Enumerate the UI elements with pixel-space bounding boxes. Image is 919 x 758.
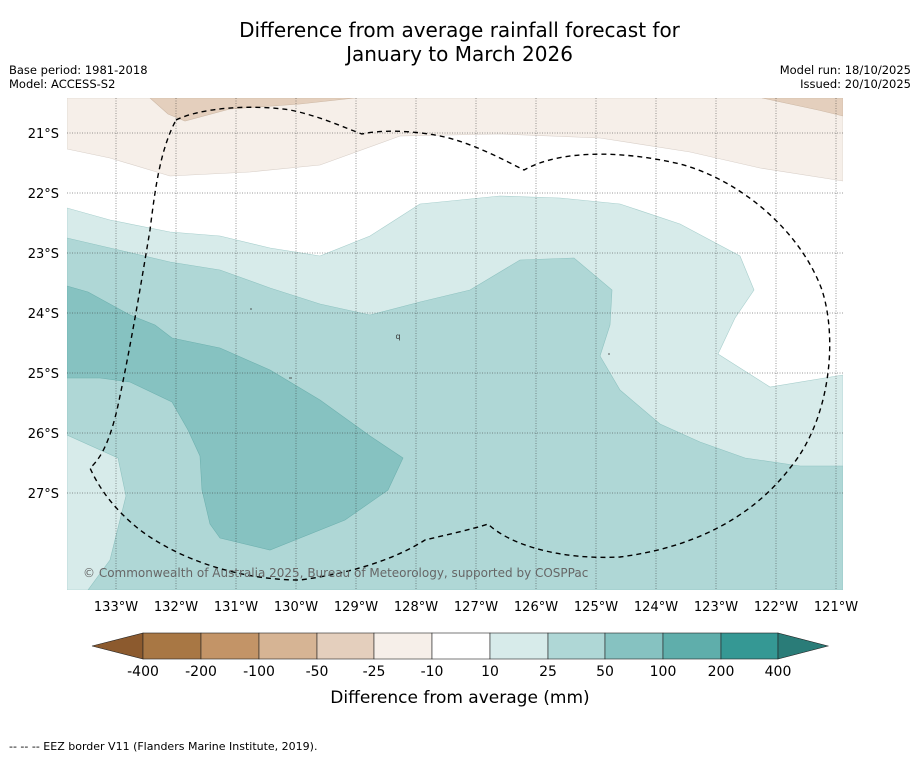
issued-date: Issued: 20/10/2025	[800, 77, 911, 91]
colorbar-swatch	[316, 632, 375, 660]
colorbar-swatch	[604, 632, 664, 660]
lon-label: 130°W	[274, 600, 318, 615]
colorbar-swatch	[373, 632, 433, 660]
model-name: Model: ACCESS-S2	[9, 77, 116, 91]
lon-label: 132°W	[154, 600, 198, 615]
colorbar	[91, 632, 830, 660]
colorbar-swatch	[547, 632, 606, 660]
lon-label: 128°W	[394, 600, 438, 615]
colorbar-ticks: -400 -200 -100 -50 -25 -10 10 25 50 100 …	[127, 664, 791, 680]
lon-label: 125°W	[574, 600, 618, 615]
lat-label: 26°S	[28, 427, 59, 442]
colorbar-swatch	[142, 632, 202, 660]
contour-dry-light	[67, 98, 843, 182]
colorbar-tick: 25	[539, 664, 557, 680]
colorbar-swatch	[720, 632, 779, 660]
colorbar-tick: -50	[306, 664, 329, 680]
lat-label: 21°S	[28, 127, 59, 142]
lon-label: 121°W	[814, 600, 858, 615]
minor-label: q	[395, 332, 400, 341]
lat-label: 25°S	[28, 367, 59, 382]
colorbar-swatch	[200, 632, 260, 660]
colorbar-under-arrow	[91, 632, 144, 660]
colorbar-tick: -25	[363, 664, 386, 680]
colorbar-tick: 10	[481, 664, 499, 680]
map-area: © Commonwealth of Australia 2025, Bureau…	[67, 98, 843, 590]
model-run: Model run: 18/10/2025	[779, 63, 911, 77]
title-line-2: January to March 2026	[346, 42, 573, 66]
colorbar-tick: -100	[243, 664, 275, 680]
colorbar-tick: 200	[708, 664, 735, 680]
base-period: Base period: 1981-2018	[9, 63, 148, 77]
map-artifacts	[250, 308, 610, 379]
meta-right: Model run: 18/10/2025 Issued: 20/10/2025	[780, 63, 911, 91]
lat-label: 27°S	[28, 487, 59, 502]
lon-label: 133°W	[94, 600, 138, 615]
colorbar-tick: 50	[596, 664, 614, 680]
lat-label: 23°S	[28, 247, 59, 262]
contour-dry-mid-east	[761, 98, 843, 117]
lon-label: 127°W	[454, 600, 498, 615]
lon-label: 126°W	[514, 600, 558, 615]
lon-labels: 133°W 132°W 131°W 130°W 129°W 128°W 127°…	[94, 600, 858, 615]
lon-label: 131°W	[214, 600, 258, 615]
lat-gridlines	[67, 132, 843, 494]
meta-left: Base period: 1981-2018 Model: ACCESS-S2	[9, 63, 148, 91]
lat-label: 24°S	[28, 307, 59, 322]
colorbar-tick: -400	[127, 664, 159, 680]
copyright-text: © Commonwealth of Australia 2025, Bureau…	[83, 566, 588, 580]
colorbar-tick: 400	[765, 664, 792, 680]
lat-labels: 21°S 22°S 23°S 24°S 25°S 26°S 27°S	[28, 127, 59, 502]
eez-border	[89, 106, 831, 581]
colorbar-tick: 100	[650, 664, 677, 680]
contour-dry-mid	[149, 98, 356, 122]
colorbar-tick: -10	[421, 664, 444, 680]
lon-label: 129°W	[334, 600, 378, 615]
lon-label: 124°W	[634, 600, 678, 615]
title-line-1: Difference from average rainfall forecas…	[239, 18, 680, 42]
colorbar-swatch	[489, 632, 549, 660]
footnote: -- -- -- EEZ border V11 (Flanders Marine…	[9, 740, 318, 753]
colorbar-swatch	[258, 632, 318, 660]
colorbar-over-arrow	[777, 632, 830, 660]
colorbar-swatch	[662, 632, 722, 660]
colorbar-swatch	[431, 632, 491, 660]
lon-label: 123°W	[694, 600, 738, 615]
colorbar-tick: -200	[185, 664, 217, 680]
colorbar-label: Difference from average (mm)	[330, 688, 589, 708]
lon-label: 122°W	[754, 600, 798, 615]
chart-title: Difference from average rainfall forecas…	[0, 18, 919, 66]
contour-wet-50	[67, 285, 404, 551]
lat-label: 22°S	[28, 187, 59, 202]
